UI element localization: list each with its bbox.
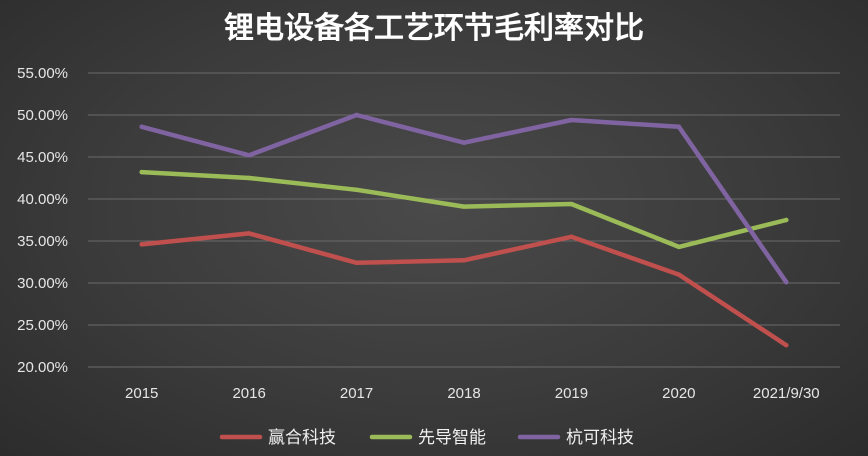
y-tick-label: 55.00% xyxy=(17,65,68,82)
data-point xyxy=(461,204,467,209)
legend-label: 先导智能 xyxy=(418,428,486,448)
y-tick-label: 45.00% xyxy=(17,149,68,166)
data-point xyxy=(569,201,574,207)
y-tick-label: 40.00% xyxy=(17,191,68,208)
x-tick-label: 2016 xyxy=(232,385,265,402)
y-tick-label: 25.00% xyxy=(17,317,68,334)
data-point xyxy=(676,124,682,129)
data-point xyxy=(139,169,144,175)
data-point xyxy=(354,187,359,192)
series-layer xyxy=(139,112,789,348)
grid-layer xyxy=(88,72,840,368)
y-tick-label: 50.00% xyxy=(17,107,68,124)
legend-label: 赢合科技 xyxy=(268,428,336,448)
x-tick-label: 2021/9/30 xyxy=(753,385,820,402)
x-tick-label: 2019 xyxy=(555,385,588,402)
y-axis-ticks: 20.00% 25.00% 30.00% 35.00% 40.00% 45.00% 50.0… xyxy=(17,65,68,376)
data-point xyxy=(676,272,682,277)
data-point xyxy=(784,342,789,348)
data-point xyxy=(246,153,252,158)
x-tick-label: 2018 xyxy=(447,385,480,402)
series-line-1 xyxy=(139,231,789,348)
data-point xyxy=(461,258,467,263)
x-axis-ticks: 2015 2016 2017 2018 2019 2020 2021/9/30 xyxy=(125,385,820,402)
data-point xyxy=(354,112,359,118)
data-point xyxy=(784,217,789,223)
y-tick-label: 30.00% xyxy=(17,275,68,292)
y-tick-label: 35.00% xyxy=(17,233,68,250)
data-point xyxy=(676,244,682,250)
data-point xyxy=(461,140,467,145)
data-point xyxy=(246,175,252,181)
data-point xyxy=(569,117,574,123)
data-point xyxy=(139,124,144,129)
chart-title: 锂电设备各工艺环节毛利率对比 xyxy=(224,11,644,46)
data-point xyxy=(246,231,252,236)
legend-label: 杭可科技 xyxy=(566,428,634,448)
x-tick-label: 2015 xyxy=(125,385,158,402)
y-tick-label: 20.00% xyxy=(17,359,68,376)
data-point xyxy=(354,260,359,266)
data-point xyxy=(569,234,574,239)
legend: 赢合科技 先导智能 杭可科技 xyxy=(219,428,634,448)
x-tick-label: 2017 xyxy=(340,385,373,402)
data-point xyxy=(784,279,789,285)
x-tick-label: 2020 xyxy=(662,385,695,402)
data-point xyxy=(139,242,144,247)
